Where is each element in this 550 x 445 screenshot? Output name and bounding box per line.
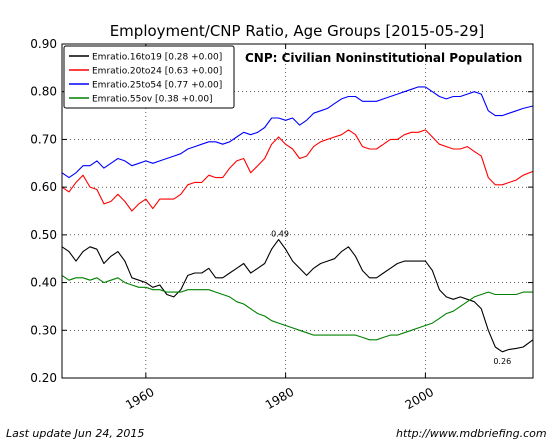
series-line-1 xyxy=(61,239,534,353)
x-tick-label: 1960 xyxy=(123,385,156,412)
y-tick-label: 0.90 xyxy=(30,37,57,51)
point-label: 0.49 xyxy=(271,230,289,239)
legend-label: Emratio.55ov [0.38 +0.00] xyxy=(92,95,213,105)
legend-box xyxy=(63,45,235,109)
footer-url: http://www.mdbriefing.com xyxy=(396,427,547,440)
y-tick-label: 0.40 xyxy=(30,276,57,290)
series-layer xyxy=(61,86,534,353)
x-tick-label: 1980 xyxy=(263,385,296,412)
x-tick-label: 2000 xyxy=(403,385,436,412)
chart-title: Employment/CNP Ratio, Age Groups [2015-0… xyxy=(110,22,485,40)
grid xyxy=(62,44,533,378)
legend-label: Emratio.16to19 [0.28 +0.00] xyxy=(92,53,222,63)
point-labels: 0.49 0.26 xyxy=(271,230,511,366)
cnp-annotation: CNP: Civilian Noninstitutional Populatio… xyxy=(245,51,522,65)
y-tick-label: 0.60 xyxy=(30,180,57,194)
point-label: 0.26 xyxy=(493,357,511,366)
series-line-3 xyxy=(61,86,534,179)
legend-label: Emratio.20to24 [0.63 +0.00] xyxy=(92,67,222,77)
x-tick-labels: 1960 1980 2000 xyxy=(123,385,436,412)
y-tick-labels: 0.20 0.30 0.40 0.50 0.60 0.70 0.80 0.90 xyxy=(30,37,57,385)
y-tick-label: 0.50 xyxy=(30,228,57,242)
y-tick-label: 0.20 xyxy=(30,371,57,385)
legend: Emratio.16to19 [0.28 +0.00] Emratio.20to2… xyxy=(63,45,235,109)
legend-label: Emratio.25to54 [0.77 +0.00] xyxy=(92,81,222,91)
footer-last-update: Last update Jun 24, 2015 xyxy=(6,427,145,440)
plot-frame xyxy=(61,43,534,379)
series-line-4 xyxy=(61,274,533,341)
y-tick-label: 0.30 xyxy=(30,323,57,337)
y-tick-label: 0.70 xyxy=(30,132,57,146)
series-line-2 xyxy=(61,129,534,212)
y-tick-label: 0.80 xyxy=(30,85,57,99)
